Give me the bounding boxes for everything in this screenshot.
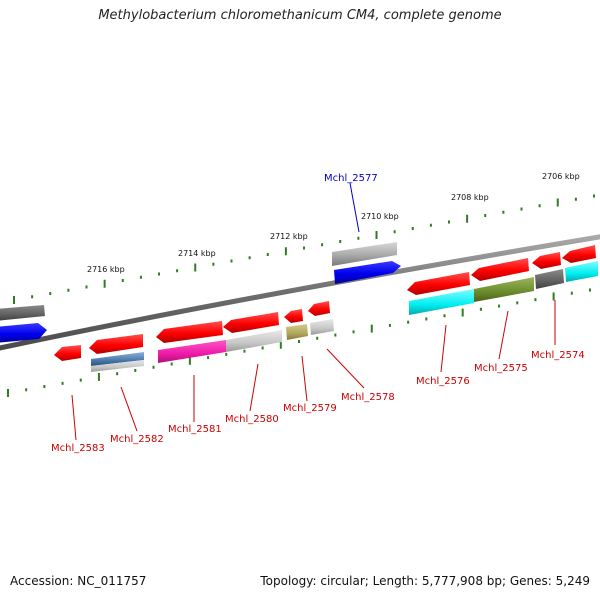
gene-label-2579[interactable]: Mchl_2579: [283, 403, 337, 414]
callout-line-2579: [301, 355, 308, 402]
feature-2578-grey[interactable]: [310, 319, 334, 335]
gene-label-2575[interactable]: Mchl_2575: [474, 363, 528, 374]
feature-2576-cyan[interactable]: [409, 289, 474, 315]
genome-backbone: [0, 234, 600, 351]
kbp-label-2708: 2708 kbp: [451, 193, 489, 202]
gene-label-2580[interactable]: Mchl_2580: [225, 414, 279, 425]
feature-edge-cyan[interactable]: [565, 261, 598, 282]
cds-2578[interactable]: [308, 301, 330, 316]
gene-label-2576[interactable]: Mchl_2576: [416, 376, 470, 387]
kbp-label-2710: 2710 kbp: [361, 212, 399, 221]
kbp-label-2706: 2706 kbp: [542, 172, 580, 181]
cds-2575[interactable]: [471, 258, 529, 281]
reverse-features: [54, 245, 598, 372]
cds-2574[interactable]: [532, 252, 561, 269]
cds-2576[interactable]: [407, 272, 470, 295]
gene-label-2583[interactable]: Mchl_2583: [51, 443, 105, 454]
accession-text: Accession: NC_011757: [10, 574, 147, 588]
feature-2581-pink[interactable]: [158, 340, 226, 363]
callout-line-2578: [326, 348, 365, 389]
callout-line-2580: [249, 363, 259, 412]
callout-line-2576: [440, 324, 447, 373]
cds-edge-right[interactable]: [562, 245, 596, 263]
forward-features: [0, 242, 401, 343]
cds-2583[interactable]: [54, 345, 81, 361]
gene-label-2582[interactable]: Mchl_2582: [110, 434, 164, 445]
feature-2582-steel[interactable]: [91, 352, 144, 366]
cds-2579[interactable]: [284, 309, 303, 323]
forward-cds-left: [0, 323, 47, 343]
kbp-label-2714: 2714 kbp: [178, 249, 216, 258]
gene-labels: Mchl_2577 Mchl_2583 Mchl_2582 Mchl_2581 …: [51, 173, 585, 454]
cds-2582[interactable]: [89, 334, 143, 354]
forward-feature-grey-2577[interactable]: [332, 242, 397, 266]
feature-2582-grey[interactable]: [91, 360, 144, 372]
feature-2575-olive[interactable]: [474, 277, 534, 302]
forward-feature-grey-left: [0, 305, 45, 321]
gene-label-2581[interactable]: Mchl_2581: [168, 424, 222, 435]
feature-2579-khaki[interactable]: [286, 324, 308, 340]
gene-label-2574[interactable]: Mchl_2574: [531, 350, 585, 361]
genome-summary-text: Topology: circular; Length: 5,777,908 bp…: [260, 574, 590, 588]
callout-lines: [71, 182, 556, 441]
forward-cds-2577[interactable]: [334, 261, 401, 284]
cds-2580[interactable]: [223, 312, 279, 333]
kbp-label-2712: 2712 kbp: [270, 232, 308, 241]
feature-2580-grey[interactable]: [226, 330, 282, 352]
feature-2574-darkgrey[interactable]: [535, 269, 564, 289]
cds-2581[interactable]: [156, 321, 223, 343]
callout-line-2582: [120, 386, 138, 432]
map-title: Methylobacterium chloromethanicum CM4, c…: [98, 8, 502, 23]
inner-tick-row: [7, 288, 591, 397]
kbp-label-2716: 2716 kbp: [87, 265, 125, 274]
gene-label-2577[interactable]: Mchl_2577: [324, 173, 378, 184]
callout-line-2575: [498, 310, 509, 360]
outer-tick-row: [13, 194, 595, 304]
callout-line-2583: [71, 394, 77, 441]
callout-line-2577: [349, 182, 360, 233]
gene-label-2578[interactable]: Mchl_2578: [341, 392, 395, 403]
